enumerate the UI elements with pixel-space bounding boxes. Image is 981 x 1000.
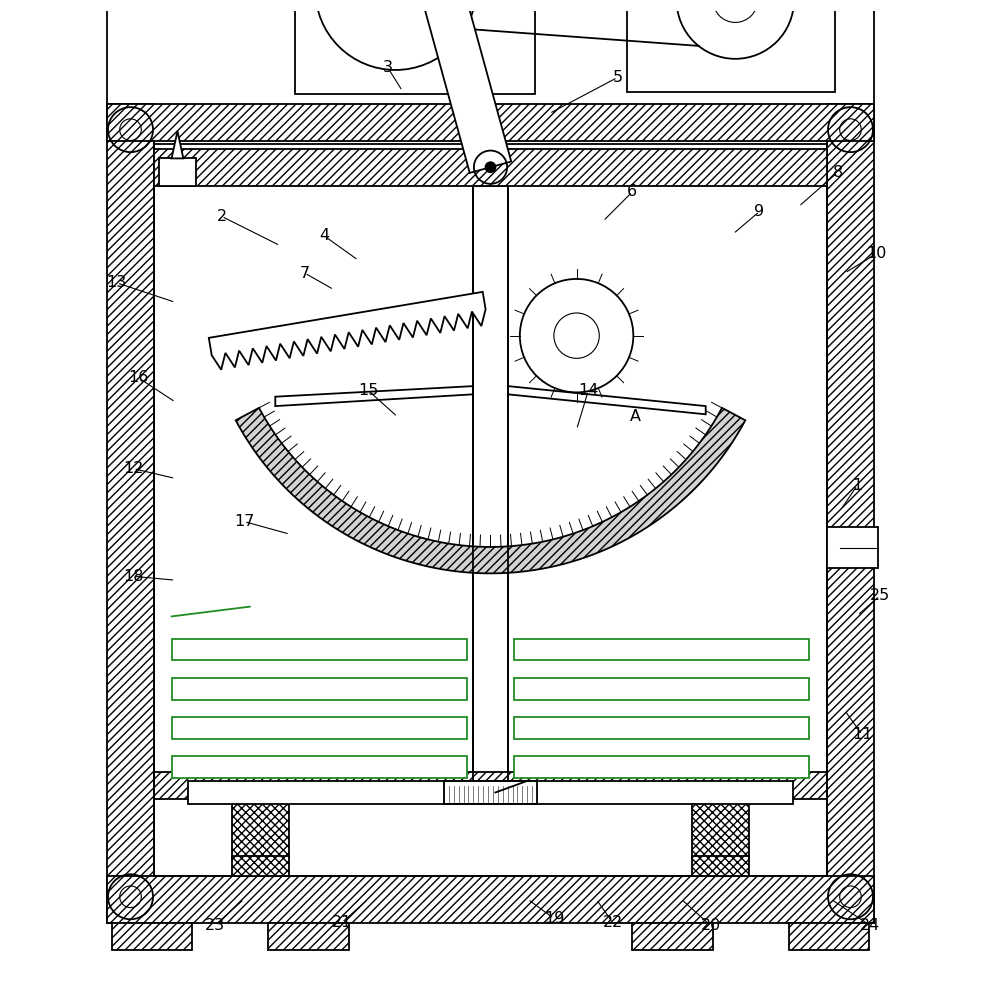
Bar (444, 781, 537, 804)
Text: 20: 20 (700, 918, 721, 933)
Text: 16: 16 (129, 370, 148, 385)
Text: 8: 8 (833, 165, 843, 180)
Bar (789, 923, 869, 950)
Bar (154, 144, 827, 876)
Text: 23: 23 (205, 918, 225, 933)
Bar (514, 717, 809, 739)
Bar (473, 186, 508, 792)
Bar (188, 781, 793, 804)
Bar (269, 923, 348, 950)
Text: 19: 19 (543, 911, 564, 926)
Bar (692, 856, 749, 876)
Text: 15: 15 (358, 383, 379, 398)
Polygon shape (235, 408, 746, 573)
Bar (107, 876, 874, 923)
Text: 3: 3 (383, 60, 392, 75)
Bar (295, 0, 535, 94)
Text: 7: 7 (299, 266, 310, 281)
Text: 12: 12 (124, 461, 143, 476)
Text: 11: 11 (852, 727, 872, 742)
Polygon shape (276, 386, 473, 406)
Bar (827, 527, 878, 568)
Text: 18: 18 (124, 569, 143, 584)
Polygon shape (508, 386, 705, 414)
Text: 13: 13 (107, 275, 127, 290)
Text: 5: 5 (612, 70, 623, 85)
Bar (514, 639, 809, 660)
Text: 9: 9 (754, 204, 764, 219)
Bar (107, 104, 154, 923)
Bar (172, 756, 467, 778)
Polygon shape (172, 131, 183, 158)
Bar (633, 923, 712, 950)
Text: 10: 10 (866, 246, 887, 261)
Bar (154, 149, 827, 186)
Text: A: A (630, 409, 641, 424)
Text: 4: 4 (319, 228, 330, 243)
Text: 17: 17 (233, 514, 254, 529)
Text: 1: 1 (852, 478, 862, 493)
Bar (628, 0, 835, 92)
Bar (232, 799, 289, 858)
Text: 22: 22 (602, 915, 623, 930)
Bar (159, 158, 196, 186)
Polygon shape (209, 292, 486, 370)
Text: 21: 21 (332, 915, 352, 930)
Bar (154, 772, 827, 799)
Polygon shape (413, 0, 511, 173)
Bar (692, 799, 749, 858)
Bar (827, 104, 874, 923)
Bar (172, 717, 467, 739)
Text: 14: 14 (578, 383, 598, 398)
Bar (112, 923, 192, 950)
Text: 25: 25 (870, 588, 890, 603)
Text: 2: 2 (217, 209, 227, 224)
Bar (172, 678, 467, 700)
Bar (232, 856, 289, 876)
Bar (514, 756, 809, 778)
Text: 6: 6 (627, 184, 638, 199)
Bar (172, 639, 467, 660)
Circle shape (485, 161, 496, 173)
Bar (107, 104, 874, 141)
Text: 24: 24 (860, 918, 880, 933)
Bar (514, 678, 809, 700)
